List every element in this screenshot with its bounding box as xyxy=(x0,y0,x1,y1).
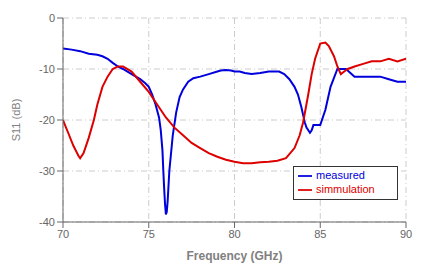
svg-text:80: 80 xyxy=(228,228,240,240)
svg-text:S11 (dB): S11 (dB) xyxy=(10,99,22,142)
svg-text:-10: -10 xyxy=(39,63,55,75)
svg-text:70: 70 xyxy=(57,228,69,240)
svg-text:-30: -30 xyxy=(39,165,55,177)
svg-text:90: 90 xyxy=(400,228,412,240)
html-text:measured: measured xyxy=(316,169,365,181)
svg-text:0: 0 xyxy=(49,12,55,24)
html-text:simmulation: simmulation xyxy=(316,183,375,196)
svg-text:85: 85 xyxy=(314,228,326,240)
svg-text:-20: -20 xyxy=(39,114,55,126)
svg-text:75: 75 xyxy=(143,228,155,240)
svg-text:Frequency (GHz): Frequency (GHz) xyxy=(186,249,282,263)
svg-text:-40: -40 xyxy=(39,216,55,228)
